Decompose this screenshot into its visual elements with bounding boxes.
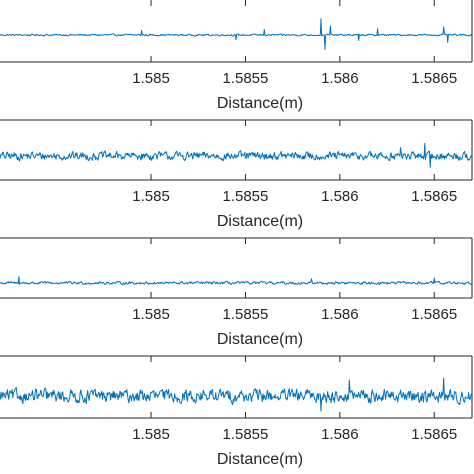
subplot-2: 1.585 1.5855 1.586 1.5865 Distance(m) [0,119,473,230]
x-tick-label: 1.5855 [222,426,268,443]
subplot-3: 1.585 1.5855 1.586 1.5865 Distance(m) [0,237,473,348]
x-tick-label: 1.5865 [411,306,457,323]
x-tick-label: 1.586 [321,426,359,443]
x-axis-label: Distance(m) [217,95,303,112]
x-tick-label: 1.585 [132,426,170,443]
signal-line [0,18,473,50]
x-tick-label: 1.5865 [411,426,457,443]
x-tick-label: 1.5855 [222,306,268,323]
x-tick-label: 1.585 [132,306,170,323]
x-axis-label: Distance(m) [217,213,303,230]
subplot-1: 1.585 1.5855 1.586 1.5865 Distance(m) [0,0,473,112]
x-tick-label: 1.585 [132,188,170,205]
x-tick-label: 1.586 [321,70,359,87]
signal-line [0,276,473,286]
x-tick-label: 1.5865 [411,70,457,87]
x-axis-label: Distance(m) [217,331,303,348]
x-tick-label: 1.586 [321,306,359,323]
signal-line [0,377,473,412]
x-tick-label: 1.5865 [411,188,457,205]
subplot-4: 1.585 1.5855 1.586 1.5865 Distance(m) [0,355,473,468]
x-axis-label: Distance(m) [217,451,303,468]
signal-line [0,142,473,168]
x-tick-label: 1.585 [132,70,170,87]
x-tick-label: 1.5855 [222,188,268,205]
x-tick-label: 1.586 [321,188,359,205]
x-tick-label: 1.5855 [222,70,268,87]
